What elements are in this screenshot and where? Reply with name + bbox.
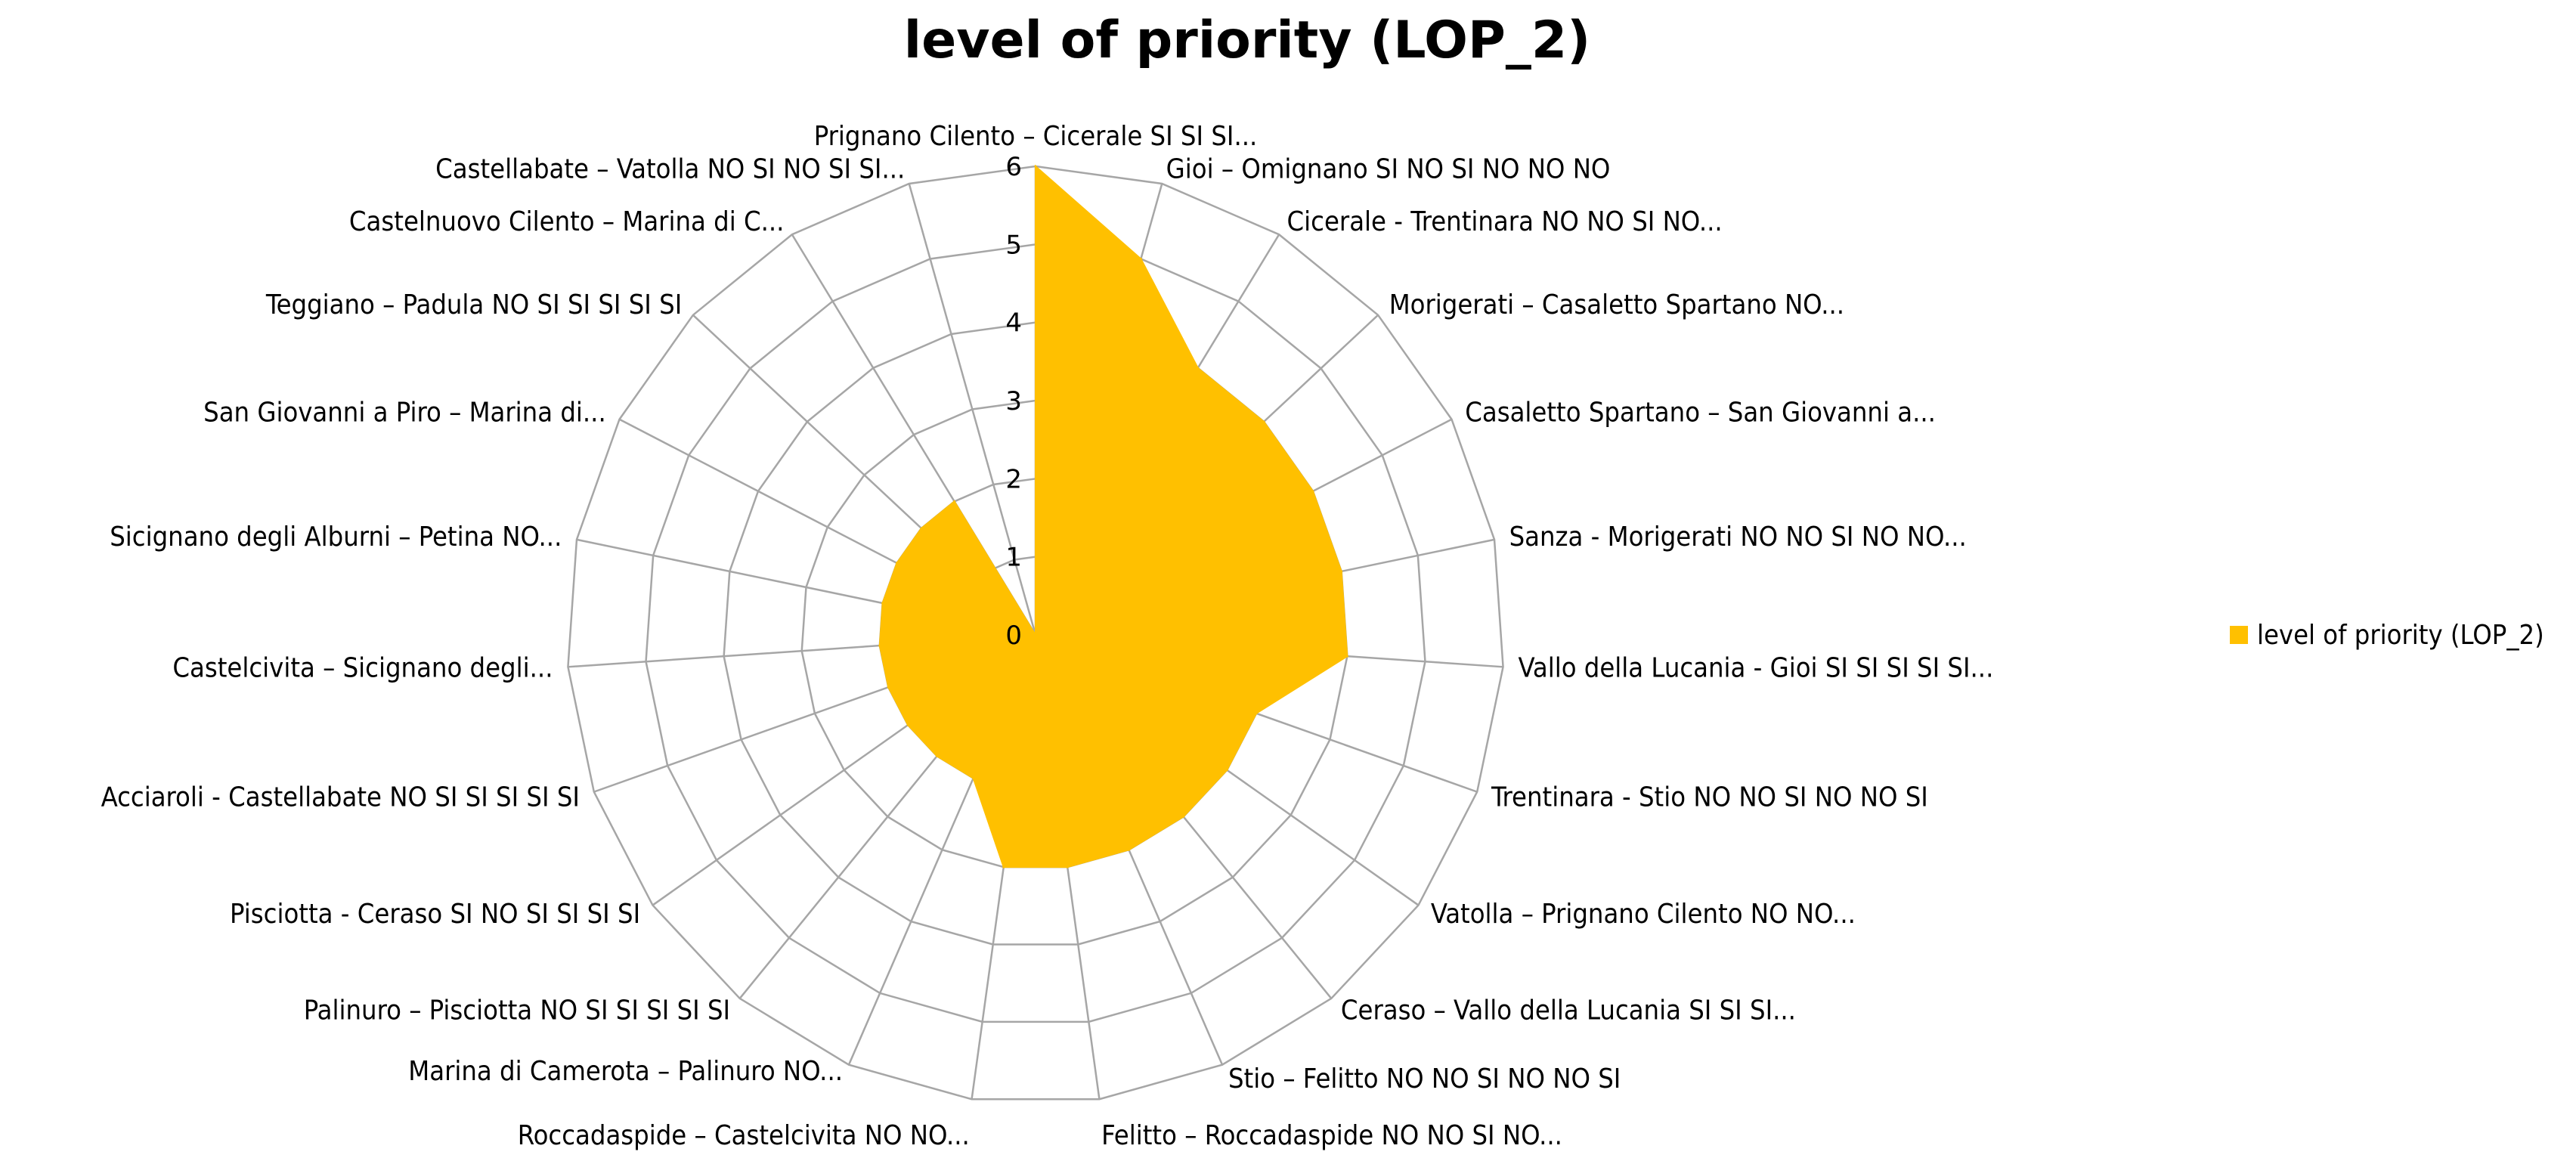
category-label: Acciaroli - Castellabate NO SI SI SI SI … bbox=[101, 782, 580, 813]
chart-title: level of priority (LOP_2) bbox=[904, 11, 1590, 70]
data-point bbox=[1066, 865, 1069, 868]
category-label: Felitto – Roccadaspide NO NO SI NO... bbox=[1101, 1120, 1562, 1151]
tick-label: 4 bbox=[1005, 308, 1022, 339]
spoke bbox=[908, 183, 1037, 636]
category-label: Sanza - Morigerati NO NO SI NO NO... bbox=[1509, 522, 1967, 553]
tick-label: 5 bbox=[1005, 230, 1022, 260]
category-label: Castellabate – Vatolla NO SI NO SI SI... bbox=[435, 154, 905, 185]
category-label: Prignano Cilento – Cicerale SI SI SI... bbox=[814, 121, 1258, 152]
category-label: Pisciotta - Ceraso SI NO SI SI SI SI bbox=[230, 899, 640, 930]
category-label: Trentinara - Stio NO NO SI NO NO SI bbox=[1491, 782, 1928, 813]
category-label: Casaletto Spartano – San Giovanni a... bbox=[1465, 398, 1936, 429]
grid-ring-5 bbox=[645, 243, 1426, 1023]
category-label: Vallo della Lucania - Gioi SI SI SI SI S… bbox=[1519, 653, 1994, 684]
tick-label: 6 bbox=[1005, 152, 1022, 182]
data-point bbox=[1128, 848, 1131, 851]
category-label: Ceraso – Vallo della Lucania SI SI SI... bbox=[1341, 995, 1796, 1026]
category-label: San Giovanni a Piro – Marina di... bbox=[203, 398, 606, 429]
series-layer bbox=[878, 164, 1348, 868]
data-point bbox=[936, 754, 939, 757]
legend-swatch bbox=[2230, 626, 2248, 644]
data-point bbox=[1002, 865, 1005, 868]
data-point bbox=[953, 500, 956, 503]
tick-label: 0 bbox=[1005, 621, 1022, 651]
data-point bbox=[1139, 257, 1142, 260]
tick-label: 1 bbox=[1005, 543, 1022, 573]
category-label: Stio – Felitto NO NO SI NO NO SI bbox=[1228, 1063, 1621, 1094]
data-point bbox=[881, 602, 884, 605]
data-point bbox=[1262, 420, 1265, 423]
series-area bbox=[878, 164, 1348, 868]
category-label: Teggiano – Padula NO SI SI SI SI SI bbox=[265, 289, 682, 320]
data-point bbox=[1345, 655, 1348, 658]
data-point bbox=[1182, 815, 1185, 818]
category-label: Marina di Camerota – Palinuro NO... bbox=[408, 1056, 843, 1087]
data-point bbox=[920, 527, 923, 530]
category-label: Gioi – Omignano SI NO SI NO NO NO bbox=[1166, 154, 1611, 185]
category-label: Castelnuovo Cilento – Marina di C... bbox=[349, 206, 785, 237]
data-point bbox=[1311, 490, 1314, 493]
data-point bbox=[972, 777, 975, 780]
data-point bbox=[878, 644, 881, 647]
data-point bbox=[1034, 165, 1037, 168]
legend-label: level of priority (LOP_2) bbox=[2257, 620, 2544, 651]
data-point bbox=[887, 686, 890, 689]
data-point bbox=[1255, 712, 1258, 715]
category-label: Cicerale - Trentinara NO NO SI NO... bbox=[1287, 206, 1723, 237]
data-point bbox=[1197, 367, 1200, 370]
category-label: Vatolla – Prignano Cilento NO NO... bbox=[1431, 899, 1856, 930]
category-labels: Prignano Cilento – Cicerale SI SI SI...G… bbox=[101, 121, 1994, 1151]
data-point bbox=[1034, 633, 1037, 636]
legend: level of priority (LOP_2) bbox=[2230, 620, 2544, 651]
category-label: Palinuro – Pisciotta NO SI SI SI SI SI bbox=[304, 995, 730, 1026]
radial-axis-ticks: 0 1 2 3 4 5 6 bbox=[1005, 152, 1022, 651]
category-label: Roccadaspide – Castelcivita NO NO... bbox=[518, 1120, 970, 1151]
data-point bbox=[906, 723, 909, 726]
tick-label: 3 bbox=[1005, 386, 1022, 416]
category-label: Castelcivita – Sicignano degli... bbox=[172, 653, 553, 684]
category-label: Morigerati – Casaletto Spartano NO... bbox=[1389, 289, 1844, 320]
tick-label: 2 bbox=[1005, 464, 1022, 494]
grid-ring-6 bbox=[567, 165, 1504, 1101]
data-point bbox=[896, 562, 899, 565]
category-label: Sicignano degli Alburni – Petina NO... bbox=[110, 522, 562, 553]
data-point bbox=[1225, 769, 1228, 772]
data-point bbox=[1340, 570, 1343, 573]
